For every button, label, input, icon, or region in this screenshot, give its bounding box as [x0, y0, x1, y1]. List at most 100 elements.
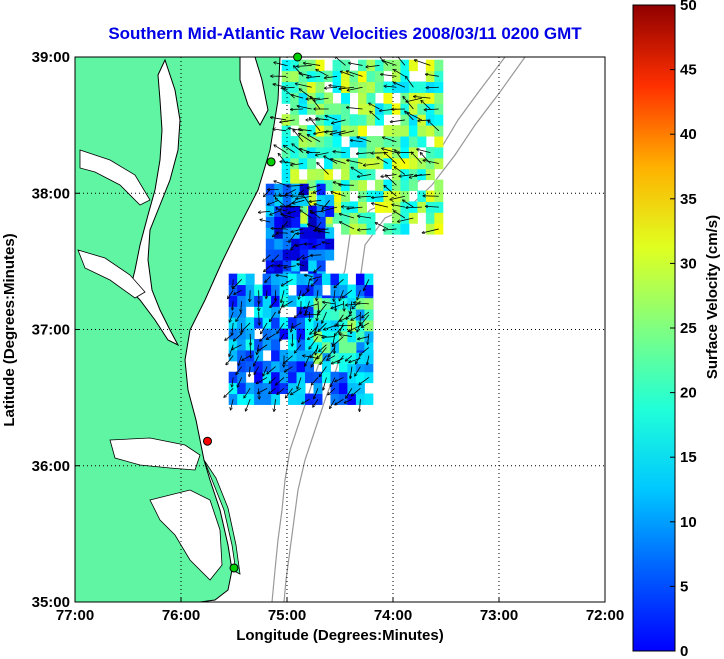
colorbar-tick-label: 40	[680, 126, 697, 143]
delaware-bay	[239, 57, 269, 127]
velocity-cell	[282, 238, 292, 250]
velocity-cell	[408, 136, 418, 148]
velocity-arrow	[313, 189, 322, 193]
velocity-arrow	[331, 303, 344, 308]
velocity-cell	[307, 81, 317, 93]
velocity-arrow	[302, 398, 310, 403]
velocity-cell	[332, 212, 342, 224]
velocity-arrow	[270, 210, 279, 215]
velocity-arrow	[266, 290, 267, 298]
velocity-arrow	[232, 377, 233, 386]
station-marker	[266, 157, 276, 167]
velocity-cell	[341, 223, 351, 235]
velocity-cell	[265, 238, 275, 250]
velocity-arrow	[395, 150, 406, 164]
velocity-arrow	[348, 86, 363, 90]
velocity-arrow	[299, 73, 312, 77]
velocity-arrow	[340, 214, 355, 219]
velocity-cell	[400, 201, 410, 213]
velocity-arrow	[414, 96, 431, 99]
velocity-arrow	[334, 290, 335, 301]
velocity-cell	[408, 179, 418, 192]
velocity-cell	[305, 317, 314, 329]
velocity-cell	[383, 92, 393, 104]
velocity-arrow	[415, 60, 431, 66]
velocity-arrow	[259, 211, 271, 212]
velocity-arrow	[323, 377, 327, 389]
velocity-cell	[299, 183, 309, 196]
velocity-arrow	[282, 221, 288, 227]
velocity-cell	[341, 70, 351, 83]
velocity-cell	[288, 371, 298, 384]
velocity-cell	[296, 360, 306, 373]
velocity-arrow	[309, 336, 319, 349]
velocity-arrow	[358, 336, 369, 340]
velocity-arrow	[343, 301, 344, 310]
velocity-arrow	[347, 160, 363, 164]
velocity-arrow	[411, 152, 423, 164]
velocity-cell	[383, 81, 393, 93]
velocity-arrow	[331, 192, 346, 197]
velocity-arrow	[330, 130, 346, 134]
velocity-arrow	[316, 70, 329, 77]
velocity-cell	[299, 227, 309, 239]
velocity-arrow	[226, 355, 234, 365]
velocity-arrow	[272, 254, 280, 262]
velocity-cell	[237, 306, 247, 318]
velocity-cell	[281, 92, 291, 104]
velocity-cell	[374, 201, 384, 213]
velocity-arrow	[346, 388, 353, 398]
station-marker	[203, 436, 212, 446]
velocity-cell	[321, 360, 331, 373]
velocity-cell	[321, 273, 331, 286]
velocity-arrow	[368, 333, 369, 344]
velocity-cell	[262, 295, 272, 307]
velocity-cell	[291, 249, 301, 261]
x-tick-label: 77:00	[56, 607, 94, 624]
x-tick-label: 73:00	[480, 607, 518, 624]
velocity-arrow	[314, 97, 329, 100]
velocity-cell	[330, 309, 340, 321]
velocity-cell	[298, 103, 308, 115]
velocity-cell	[324, 103, 334, 115]
velocity-arrow	[421, 101, 431, 110]
velocity-arrow	[360, 314, 370, 326]
velocity-cell	[299, 249, 309, 261]
velocity-arrow	[273, 129, 287, 132]
velocity-arrow	[276, 377, 285, 384]
velocity-arrow	[269, 388, 276, 393]
velocity-arrow	[314, 204, 329, 208]
velocity-cell	[338, 341, 348, 354]
velocity-arrow	[310, 325, 319, 334]
velocity-cell	[332, 179, 342, 192]
velocity-arrow	[277, 322, 285, 333]
velocity-cell	[364, 284, 374, 296]
velocity-arrow	[299, 129, 312, 132]
velocity-arrow	[386, 175, 397, 186]
velocity-arrow	[271, 117, 287, 121]
velocity-arrow	[320, 366, 327, 377]
velocity-cell	[245, 360, 255, 373]
velocity-cell	[434, 136, 444, 148]
velocity-arrow	[237, 377, 243, 386]
velocity-arrow	[299, 290, 302, 299]
velocity-arrow	[350, 366, 353, 379]
velocity-cell	[341, 212, 351, 224]
velocity-cell	[400, 125, 410, 137]
velocity-cell	[434, 212, 444, 224]
velocity-cell	[228, 306, 238, 318]
velocity-arrow	[305, 355, 310, 366]
velocity-cell	[281, 81, 291, 93]
velocity-arrow	[335, 398, 344, 404]
velocity-arrow	[258, 344, 268, 351]
velocity-cell	[338, 382, 348, 395]
velocity-cell	[290, 168, 300, 181]
velocity-cell	[434, 103, 444, 115]
velocity-cell	[308, 227, 318, 239]
velocity-cell	[281, 136, 291, 148]
velocity-cell	[298, 70, 308, 83]
velocity-arrow	[316, 221, 322, 229]
velocity-cell	[254, 371, 264, 384]
velocity-arrow	[280, 209, 288, 212]
